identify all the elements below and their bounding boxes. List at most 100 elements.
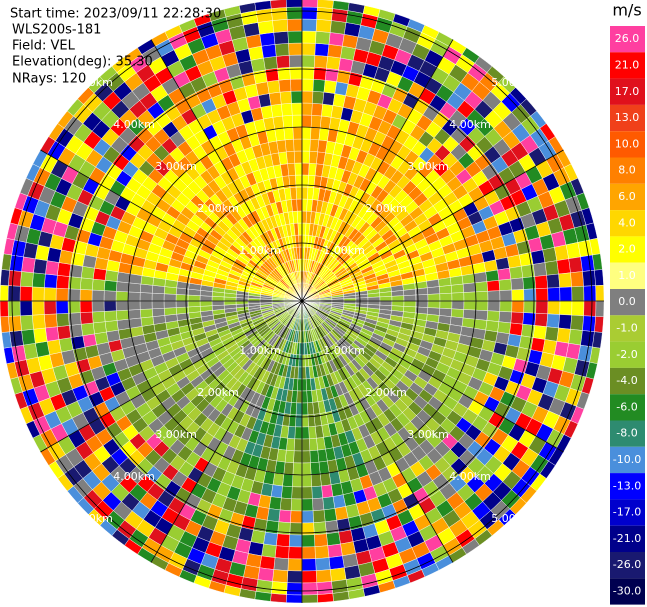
range-gate xyxy=(316,7,333,21)
ring-label: 5.00km xyxy=(491,76,533,89)
range-gate xyxy=(263,56,278,71)
range-gate xyxy=(301,498,314,512)
range-gate xyxy=(274,127,286,142)
range-gate xyxy=(485,269,500,282)
range-gate xyxy=(556,327,571,344)
range-gate xyxy=(312,79,326,93)
range-gate xyxy=(315,569,332,583)
colorbar-swatch xyxy=(610,578,645,605)
range-gate xyxy=(301,438,311,452)
range-gate xyxy=(499,300,513,313)
colorbar-swatch xyxy=(610,26,645,53)
range-gate xyxy=(315,19,332,33)
range-gate xyxy=(283,127,294,141)
range-gate xyxy=(55,300,69,315)
range-gate xyxy=(291,102,303,116)
colorbar-label: 13.0 xyxy=(615,111,640,124)
colorbar-swatch xyxy=(610,341,645,368)
range-gate xyxy=(44,313,58,329)
range-gate xyxy=(534,313,548,327)
range-gate xyxy=(257,20,274,35)
range-gate xyxy=(309,449,320,463)
range-gate xyxy=(391,290,405,297)
range-gate xyxy=(535,300,549,315)
ring-label: 2.00km xyxy=(197,202,239,215)
range-gate xyxy=(298,246,303,260)
range-gate xyxy=(284,139,295,153)
range-gate xyxy=(532,262,547,277)
range-gate xyxy=(301,6,318,20)
range-gate xyxy=(427,300,441,309)
range-gate xyxy=(311,485,323,499)
range-gate xyxy=(547,300,561,315)
range-gate xyxy=(79,289,93,302)
range-gate xyxy=(286,150,295,164)
colorbar-swatch xyxy=(610,525,645,552)
spoke xyxy=(40,149,564,453)
range-gate xyxy=(535,287,549,302)
range-gate xyxy=(286,6,303,20)
range-gate xyxy=(328,32,345,47)
range-gate xyxy=(116,309,130,321)
range-gate xyxy=(0,300,9,318)
range-gate xyxy=(80,277,94,291)
range-gate xyxy=(20,314,34,331)
range-gate xyxy=(127,300,141,311)
range-gate xyxy=(568,329,583,346)
range-gate xyxy=(301,102,313,116)
range-gate xyxy=(91,289,105,302)
range-gate xyxy=(261,44,277,59)
range-gate xyxy=(0,269,10,286)
range-gate xyxy=(92,321,107,335)
range-gate xyxy=(33,327,48,344)
range-gate xyxy=(451,292,465,302)
range-gate xyxy=(532,325,547,340)
colorbar-swatch xyxy=(610,420,645,447)
range-gate xyxy=(115,291,129,302)
range-gate xyxy=(334,506,349,521)
range-gate xyxy=(427,286,441,295)
range-gate xyxy=(314,43,330,57)
ring-labels: 1.00km 1.00km 1.00km 1.00km 2.00km 2.00km 2.00… xyxy=(71,76,533,525)
range-gate xyxy=(91,300,105,313)
colorbar-label: -8.0 xyxy=(616,427,637,440)
range-gate xyxy=(580,330,595,348)
range-gate xyxy=(44,273,58,289)
range-gate xyxy=(235,300,249,305)
range-gate xyxy=(273,31,289,45)
range-gate xyxy=(332,494,346,509)
range-gate xyxy=(257,567,274,582)
range-gate xyxy=(326,531,341,546)
range-gate xyxy=(301,378,307,392)
range-gate xyxy=(439,300,453,310)
colorbar-label: -4.0 xyxy=(616,374,637,387)
ring-label: 5.00km xyxy=(491,512,533,525)
range-gate xyxy=(317,593,334,603)
range-gate xyxy=(261,543,277,558)
range-gate xyxy=(0,284,9,302)
range-gate xyxy=(268,91,282,106)
velocity-field xyxy=(0,0,605,604)
range-gate xyxy=(330,20,347,35)
range-gate xyxy=(295,402,303,416)
colorbar-swatch xyxy=(610,394,645,421)
range-gate xyxy=(486,280,500,292)
range-gate xyxy=(290,510,303,524)
range-gate xyxy=(151,308,165,317)
range-gate xyxy=(310,127,321,141)
range-gate xyxy=(288,534,303,548)
range-gate xyxy=(278,79,292,93)
range-gate xyxy=(301,0,318,8)
colorbar-label: 2.0 xyxy=(618,243,636,256)
range-gate xyxy=(274,43,290,57)
range-gate xyxy=(301,162,310,176)
range-gate xyxy=(56,313,70,327)
range-gate xyxy=(355,297,369,302)
range-gate xyxy=(328,555,345,570)
range-gate xyxy=(315,31,331,45)
colorbar-swatch xyxy=(610,131,645,158)
range-gate xyxy=(139,300,153,310)
range-gate xyxy=(223,300,237,306)
range-gate xyxy=(250,57,266,73)
range-gate xyxy=(570,271,584,288)
